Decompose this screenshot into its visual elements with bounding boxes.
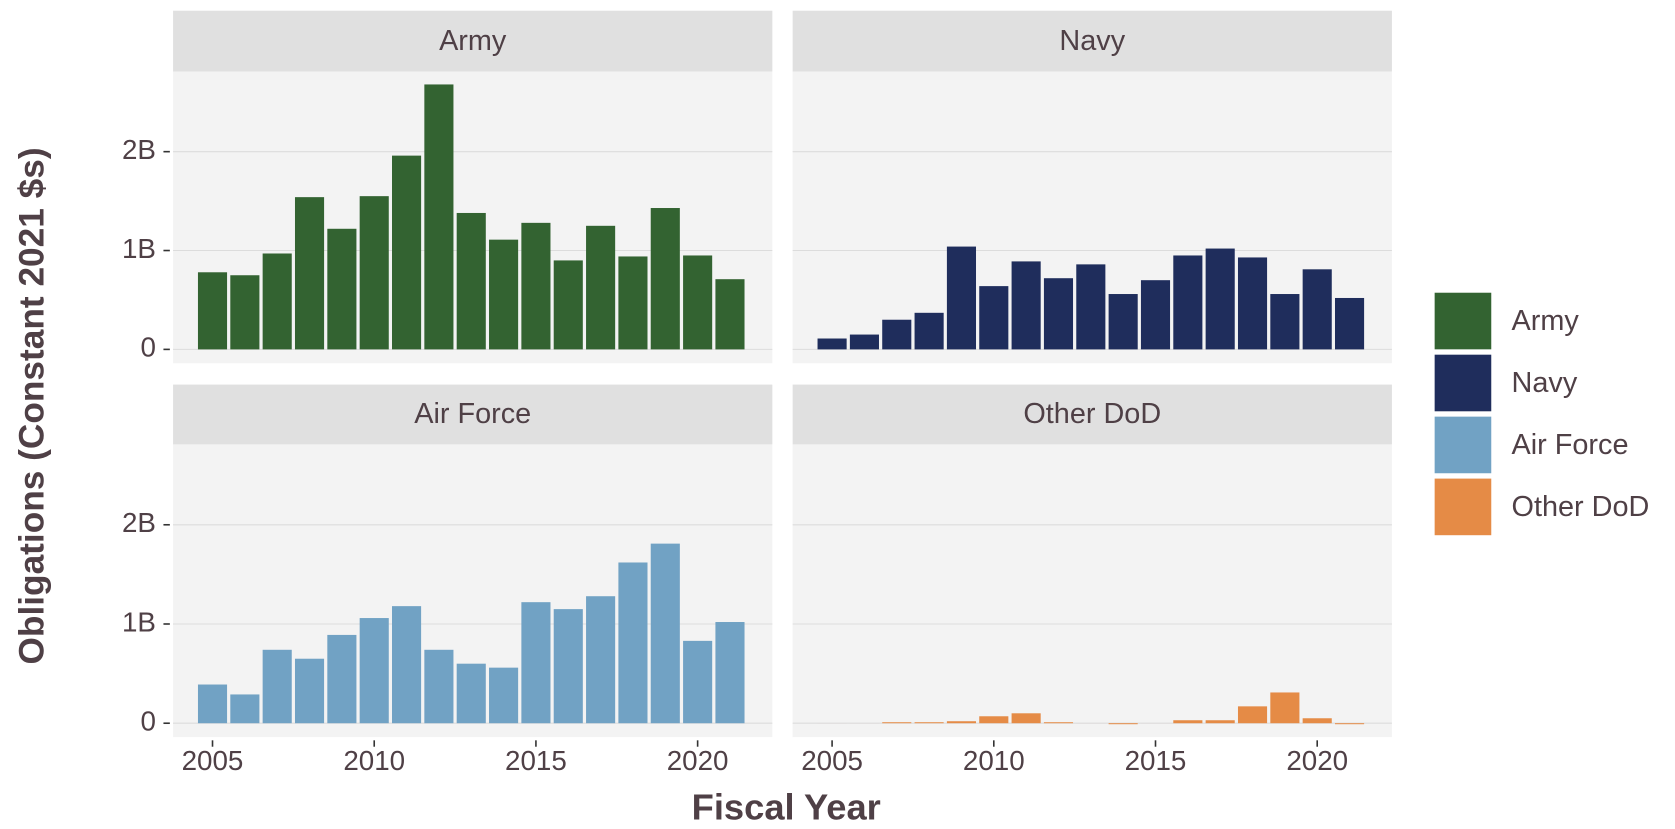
bar xyxy=(1043,722,1074,724)
bar xyxy=(683,640,713,724)
strip-label: Other DoD xyxy=(1023,398,1161,430)
bar xyxy=(521,602,551,724)
bar xyxy=(424,649,454,724)
bar xyxy=(327,228,357,350)
strip xyxy=(792,384,1392,445)
legend-key xyxy=(1432,290,1494,352)
bar xyxy=(1076,264,1106,350)
x-tick-label: 2005 xyxy=(801,745,863,776)
bar xyxy=(294,197,325,350)
y-tick-label: 1B xyxy=(122,606,156,637)
bar xyxy=(262,649,292,724)
bar xyxy=(489,667,519,724)
bar xyxy=(359,618,389,724)
bar xyxy=(456,212,486,350)
bar xyxy=(1334,723,1365,725)
legend-label: Army xyxy=(1512,305,1580,337)
strip-label: Air Force xyxy=(414,398,531,430)
bar xyxy=(618,256,648,350)
legend-key xyxy=(1432,414,1494,476)
x-tick-label: 2020 xyxy=(1286,745,1348,776)
bar xyxy=(424,84,454,350)
bar xyxy=(553,609,583,724)
bar xyxy=(1205,720,1235,724)
bar xyxy=(1140,280,1171,350)
strip-label: Navy xyxy=(1059,25,1125,57)
bar xyxy=(1270,692,1300,724)
bar xyxy=(392,155,422,350)
bar xyxy=(456,663,486,724)
bar xyxy=(1302,269,1332,350)
y-tick-label: 0 xyxy=(141,332,156,363)
bar xyxy=(586,225,616,350)
bar xyxy=(914,722,944,724)
x-tick-label: 2015 xyxy=(505,745,567,776)
x-tick-label: 2010 xyxy=(963,745,1025,776)
legend-label: Other DoD xyxy=(1512,491,1650,523)
bar xyxy=(1173,720,1203,724)
bar xyxy=(1108,294,1138,350)
bar xyxy=(683,255,713,350)
bar xyxy=(817,338,847,350)
bar xyxy=(230,275,260,350)
bar xyxy=(979,716,1009,724)
strip xyxy=(792,10,1392,72)
bar xyxy=(230,694,260,724)
bar xyxy=(1011,261,1041,350)
bar xyxy=(489,239,519,350)
bar xyxy=(294,658,325,724)
bar xyxy=(882,722,912,724)
bar xyxy=(197,684,228,724)
bar xyxy=(1108,723,1138,725)
bar xyxy=(914,312,944,350)
bar xyxy=(262,253,292,350)
y-tick-label: 2B xyxy=(122,507,156,538)
x-tick-label: 2020 xyxy=(667,745,729,776)
bar xyxy=(521,222,551,350)
x-tick-label: 2005 xyxy=(182,745,244,776)
bar xyxy=(650,543,680,724)
bar xyxy=(618,562,648,724)
bar xyxy=(1237,257,1268,350)
bar xyxy=(392,606,422,724)
bar xyxy=(1334,297,1365,350)
strip xyxy=(173,384,773,445)
bar xyxy=(849,334,879,350)
strip xyxy=(173,10,773,72)
legend-label: Air Force xyxy=(1512,429,1629,461)
legend-label: Navy xyxy=(1512,367,1578,399)
y-tick-label: 2B xyxy=(122,134,156,165)
bar xyxy=(1302,718,1332,724)
bar xyxy=(715,279,745,350)
bar xyxy=(882,319,912,350)
y-axis-title: Obligations (Constant 2021 $s) xyxy=(12,147,51,664)
bar xyxy=(946,246,977,350)
bar xyxy=(553,260,583,350)
strip-label: Army xyxy=(439,25,507,57)
bar xyxy=(1173,255,1203,350)
legend-key xyxy=(1432,352,1494,414)
y-tick-label: 0 xyxy=(141,706,156,737)
bar xyxy=(1270,294,1300,350)
bar xyxy=(946,721,977,724)
bar xyxy=(197,272,228,350)
bar xyxy=(327,634,357,724)
bar xyxy=(586,596,616,724)
legend-key xyxy=(1432,476,1494,538)
bar xyxy=(1205,248,1235,350)
bar xyxy=(979,286,1009,350)
bar xyxy=(650,208,680,350)
bar xyxy=(1043,278,1074,350)
x-tick-label: 2015 xyxy=(1125,745,1187,776)
bar xyxy=(1011,713,1041,724)
x-tick-label: 2010 xyxy=(343,745,405,776)
bar xyxy=(359,196,389,350)
panel-background xyxy=(792,444,1392,738)
x-axis-title: Fiscal Year xyxy=(692,786,881,827)
bar xyxy=(1237,706,1268,724)
bar xyxy=(715,622,745,724)
y-tick-label: 1B xyxy=(122,233,156,264)
